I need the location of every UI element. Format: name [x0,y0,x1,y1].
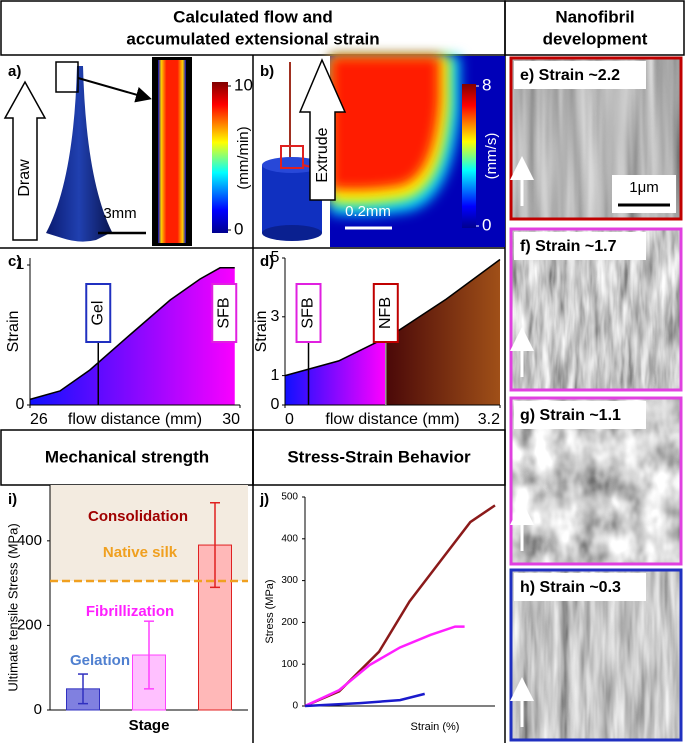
label-box [514,573,646,601]
marker-label: Gel [89,301,106,326]
fiber-model [46,66,112,242]
marker-label: NFB [377,297,394,329]
sem-frame [509,396,683,566]
marker-box [211,283,238,343]
label-box [514,61,646,89]
y-tick-label: 5 [271,249,280,266]
draw-arrow [3,80,47,241]
panel-label: a) [8,63,21,80]
panel-a: Draw 3mm a) (mm/min) [3,57,252,246]
area-fill [30,267,235,405]
arrow-label: Draw [16,159,33,197]
panel-label: c) [8,253,21,270]
zoom-view [158,60,186,243]
header: Mechanical strength [45,447,209,466]
y-tick-label: 500 [281,492,298,503]
colorbar-unit: (mm/s) [483,133,500,180]
y-tick-label: 1 [271,367,280,384]
header: Calculated flow and [173,7,333,26]
stress-curve [304,625,465,708]
label-box [514,232,646,260]
arrow-label: Extrude [314,127,331,182]
sem-frame [509,56,683,221]
flow-field [330,56,440,190]
marker-label: SFB [215,297,232,328]
x-tick-label: 26 [30,411,48,428]
header: development [543,29,648,48]
colorbar [462,84,476,228]
x-axis-label: Stage [129,717,170,734]
x-tick-label: 0 [285,411,294,428]
y-tick-label: 200 [281,617,298,628]
extrude-arrow [298,58,347,201]
zoom-arrow [77,77,152,103]
stage-label: Consolidation [88,508,188,525]
y-tick-label: 300 [281,575,298,586]
sem-frame [509,227,683,392]
y-tick-label: 0 [34,701,42,718]
marker-box [372,283,399,343]
sem-frame [509,568,683,742]
scale-label: 0.2mm [345,203,391,220]
y-tick-label: 200 [17,616,42,633]
stage-label: Gelation [70,652,130,669]
colorbar-unit: (mm/min) [235,126,252,189]
colorbar [212,82,228,233]
area-fill [385,259,500,405]
y-tick-label: 3 [271,308,280,325]
cylinder [262,157,322,173]
cylinder [262,225,322,241]
marker-box [295,283,322,343]
stage-label: Fibrillization [86,603,174,620]
y-tick-label: 0 [16,396,25,413]
y-tick-label: 400 [281,533,298,544]
y-tick-label: 1 [16,256,25,273]
zoom-box [55,61,79,93]
sem-label: e) Strain ~2.2 [520,67,620,84]
area-fill [285,337,386,405]
colorbar-tick-label: 10 [234,75,253,94]
x-axis-label: flow distance (mm) [325,411,459,428]
y-axis-label: Ultimate tensile Stress (MPa) [5,523,20,691]
sem-label: g) Strain ~1.1 [520,407,621,424]
panel-label: i) [8,491,17,508]
x-tick-label: 30 [222,411,240,428]
stress-curve [304,692,426,708]
marker-box [85,283,112,343]
y-axis-label: Strain [5,311,22,353]
y-tick-label: 0 [271,396,280,413]
colorbar-tick-label: 0 [234,219,243,238]
y-tick-label: 0 [292,701,298,712]
colorbar-tick-label: 0 [482,215,491,234]
colorbar-tick-label: 8 [482,75,491,94]
header: Stress-Strain Behavior [287,447,471,466]
zoom-box [280,145,304,169]
sem-label: h) Strain ~0.3 [520,579,621,596]
panel-label: j) [259,491,269,508]
header: accumulated extensional strain [126,29,379,48]
label-box [514,401,646,429]
header-frame [504,0,685,56]
strain-curve [29,267,235,401]
x-tick-label: 3.2 [478,411,500,428]
y-tick-label: 100 [281,659,298,670]
y-axis-label: Stress (MPa) [264,579,276,643]
x-axis-label: flow distance (mm) [68,411,202,428]
scale-label: 3mm [103,205,136,222]
y-axis-label: Strain [253,311,270,353]
panel-label: d) [260,253,274,270]
panel-label: b) [260,63,274,80]
x-axis-label: Strain (%) [411,721,460,733]
reference-label: Native silk [103,544,178,561]
stress-curve [304,504,496,708]
scale-box [612,175,676,213]
header: Nanofibril [555,7,634,26]
scale-label: 1μm [629,179,658,196]
y-tick-label: 400 [17,532,42,549]
panel-b: Extrude 0.2mm b) (mm/s) [255,56,505,247]
marker-label: SFB [300,297,317,328]
sem-label: f) Strain ~1.7 [520,238,617,255]
